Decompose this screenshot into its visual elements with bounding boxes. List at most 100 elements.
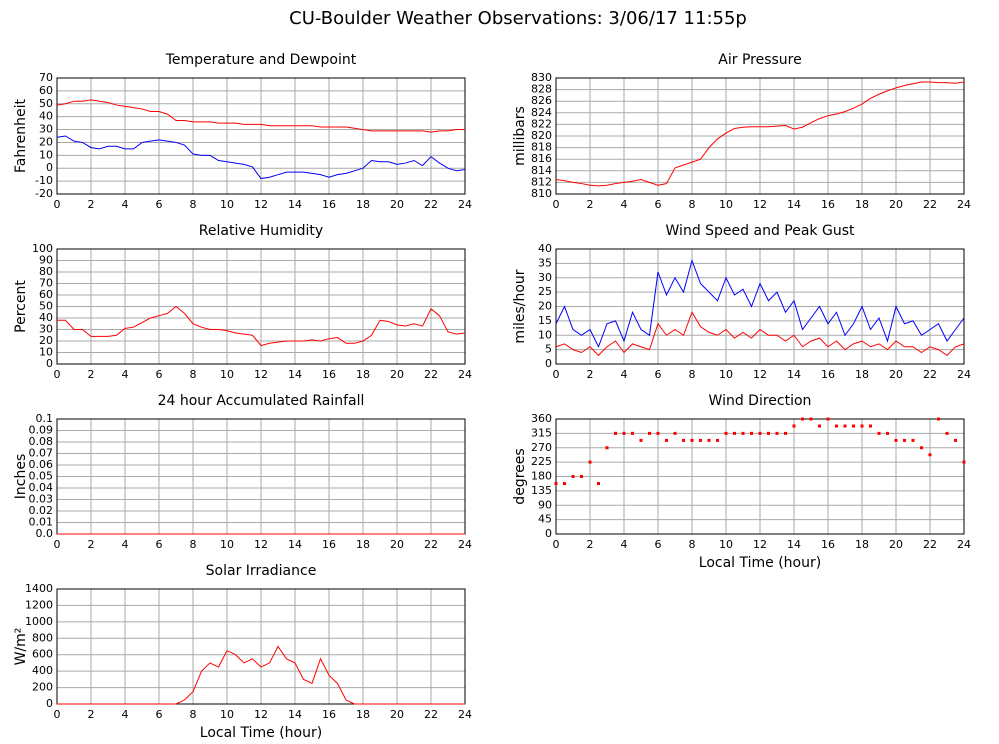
plot-border	[555, 418, 965, 535]
x-tick-label: 12	[254, 198, 268, 211]
y-tick-label: 600	[32, 648, 53, 661]
y-tick-label: 1000	[25, 615, 53, 628]
y-tick-label: 820	[531, 129, 552, 142]
x-tick-label: 20	[390, 198, 404, 211]
y-tick-label: 270	[531, 441, 552, 454]
data-point	[580, 475, 583, 478]
y-tick-label: 30	[538, 271, 552, 284]
y-tick-label: 0.01	[29, 516, 54, 529]
y-tick-label: 0.09	[29, 424, 54, 437]
x-tick-label: 22	[424, 368, 438, 381]
x-tick-label: 16	[322, 368, 336, 381]
data-point	[843, 424, 847, 428]
page-title: CU-Boulder Weather Observations: 3/06/17…	[289, 8, 747, 29]
chart-title: Air Pressure	[718, 52, 801, 68]
x-tick-label: 14	[787, 368, 801, 381]
y-axis-label: Percent	[13, 280, 29, 333]
data-point	[937, 417, 940, 421]
x-tick-label: 8	[689, 538, 696, 551]
x-tick-label: 2	[587, 198, 594, 211]
x-tick-label: 0	[54, 708, 61, 721]
x-tick-label: 20	[889, 538, 903, 551]
y-tick-label: 0	[545, 527, 552, 540]
y-tick-label: 200	[32, 681, 53, 694]
chart-title: Wind Speed and Peak Gust	[666, 223, 855, 239]
data-point	[835, 424, 838, 428]
y-tick-label: 0	[46, 161, 53, 174]
x-tick-label: 20	[889, 198, 903, 211]
data-point	[911, 438, 915, 442]
y-tick-label: 0.0	[36, 527, 54, 540]
x-tick-label: 4	[122, 708, 129, 721]
x-tick-label: 8	[190, 368, 197, 381]
x-tick-label: 16	[322, 538, 336, 551]
x-tick-label: 0	[54, 368, 61, 381]
data-point	[588, 460, 592, 464]
y-tick-label: 0	[46, 357, 53, 370]
x-tick-label: 24	[957, 198, 971, 211]
data-line	[56, 99, 465, 133]
x-tick-label: 12	[753, 538, 767, 551]
y-tick-label: 818	[531, 141, 552, 154]
y-axis-label: millibars	[512, 106, 528, 166]
y-tick-label: 50	[39, 97, 53, 110]
data-point	[563, 482, 566, 486]
data-point	[665, 438, 668, 442]
x-tick-label: 16	[322, 198, 336, 211]
y-tick-label: 800	[32, 631, 53, 644]
x-tick-label: 20	[889, 368, 903, 381]
x-tick-label: 18	[855, 198, 869, 211]
y-tick-label: 0.03	[29, 493, 54, 506]
y-tick-label: 10	[538, 328, 552, 341]
y-tick-label: 0	[46, 697, 53, 710]
data-line	[555, 81, 965, 187]
y-tick-label: 30	[39, 323, 53, 336]
y-tick-label: 826	[531, 94, 552, 107]
y-tick-label: 180	[531, 470, 552, 483]
x-tick-label: 10	[719, 368, 733, 381]
y-tick-label: 135	[531, 484, 552, 497]
data-point	[818, 424, 821, 428]
y-tick-label: -10	[35, 174, 53, 187]
y-tick-label: 824	[531, 106, 552, 119]
plot-border	[555, 77, 965, 195]
x-tick-label: 22	[923, 198, 937, 211]
data-point	[792, 424, 796, 428]
data-point	[962, 460, 966, 464]
y-tick-label: 90	[39, 254, 53, 267]
x-tick-label: 10	[220, 538, 234, 551]
x-tick-label: 24	[458, 368, 472, 381]
y-tick-label: 1200	[25, 598, 53, 611]
y-tick-label: 60	[39, 288, 53, 301]
x-tick-label: 0	[54, 538, 61, 551]
x-tick-label: 22	[424, 708, 438, 721]
x-tick-label: 16	[821, 368, 835, 381]
x-tick-label: 2	[88, 708, 95, 721]
data-point	[605, 446, 609, 450]
x-tick-label: 18	[356, 708, 370, 721]
x-tick-label: 4	[621, 198, 628, 211]
x-tick-label: 4	[621, 368, 628, 381]
y-axis-label: Inches	[13, 454, 29, 499]
x-tick-label: 8	[190, 538, 197, 551]
chart-title: Temperature and Dewpoint	[165, 52, 357, 68]
data-point	[894, 438, 898, 442]
plot-border	[56, 77, 466, 195]
x-tick-label: 6	[156, 538, 163, 551]
y-tick-label: 50	[39, 300, 53, 313]
y-tick-label: 40	[39, 110, 53, 123]
y-tick-label: 810	[531, 187, 552, 200]
data-point	[699, 438, 702, 442]
data-point	[631, 431, 634, 435]
data-point	[784, 431, 787, 435]
x-tick-label: 22	[923, 538, 937, 551]
data-point	[928, 453, 932, 457]
x-tick-label: 16	[821, 538, 835, 551]
x-tick-label: 6	[156, 708, 163, 721]
y-tick-label: 400	[32, 664, 53, 677]
x-tick-label: 0	[54, 198, 61, 211]
data-point	[622, 431, 626, 435]
x-tick-label: 14	[787, 198, 801, 211]
data-point	[886, 431, 889, 435]
y-tick-label: 40	[538, 242, 552, 255]
